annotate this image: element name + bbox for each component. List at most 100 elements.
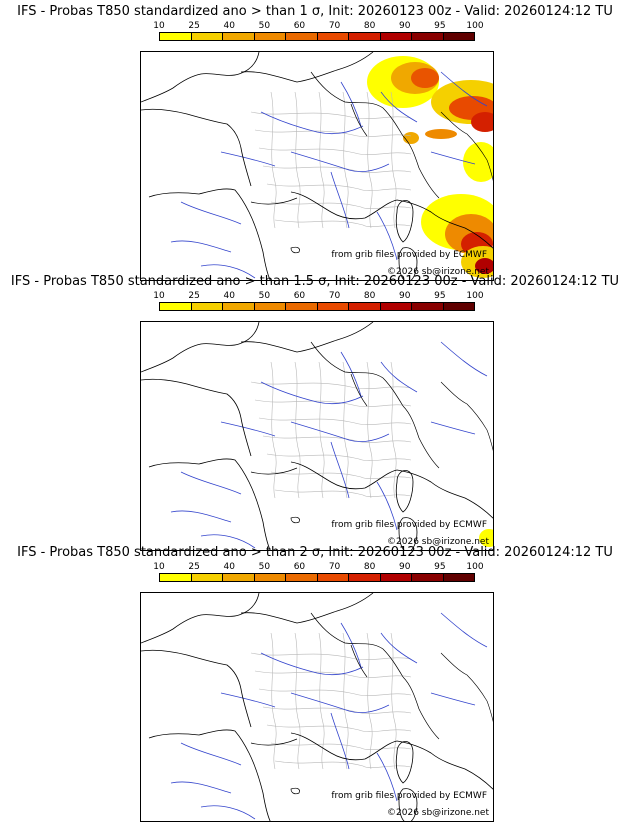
admin-boundary — [294, 632, 301, 770]
river — [380, 91, 418, 123]
admin-boundary — [390, 361, 397, 499]
coastline — [240, 52, 374, 83]
country-border — [250, 467, 298, 475]
river — [220, 692, 276, 708]
map-svg — [141, 52, 493, 280]
colorbar — [159, 302, 475, 311]
colorbar-tick-label: 80 — [363, 21, 376, 31]
colorbar-segment — [160, 574, 192, 581]
colorbar-segment — [223, 303, 255, 310]
colorbar-segment — [286, 33, 318, 40]
coastline — [290, 191, 493, 249]
river — [200, 534, 256, 549]
colorbar-tick-label: 25 — [188, 21, 200, 31]
admin-boundary — [254, 129, 412, 138]
admin-boundary — [262, 435, 412, 444]
colorbar-tick-label: 90 — [399, 562, 411, 572]
colorbar-segment — [317, 303, 349, 310]
colorbar-tick-label: 70 — [328, 562, 341, 572]
country-border — [440, 381, 493, 451]
country-border — [402, 676, 440, 740]
map-area: from grib files provided by ECMWF ©2026 … — [140, 592, 494, 822]
colorbar-tick-label: 95 — [434, 21, 446, 31]
admin-boundary — [294, 361, 301, 499]
admin-boundary — [366, 91, 373, 229]
island-sardinia — [398, 788, 418, 821]
river — [330, 171, 350, 229]
river — [260, 111, 364, 134]
colorbar-segment — [443, 33, 474, 40]
river — [180, 742, 242, 766]
country-border — [310, 612, 404, 678]
admin-boundary — [270, 201, 412, 210]
country-border — [402, 405, 440, 469]
river — [290, 151, 390, 172]
admin-boundary — [366, 632, 373, 770]
colorbar-segment — [317, 574, 349, 581]
colorbar-tick-label: 100 — [466, 291, 484, 301]
island-corsica — [395, 741, 414, 784]
admin-boundary — [274, 489, 412, 498]
colorbar-segment — [223, 33, 255, 40]
river — [330, 712, 350, 770]
admin-boundary — [250, 652, 412, 661]
admin-boundary — [294, 91, 301, 229]
river — [170, 510, 232, 523]
colorbar-segment — [349, 303, 381, 310]
colorbar-tick-label: 40 — [223, 21, 235, 31]
colorbar-tick-label: 80 — [363, 291, 376, 301]
colorbar-segment — [254, 303, 286, 310]
colorbar-tick-label: 10 — [153, 562, 165, 572]
river — [430, 151, 476, 165]
admin-boundary — [274, 219, 412, 228]
country-border — [250, 197, 298, 205]
country-border — [440, 111, 493, 181]
colorbar-tick-label: 10 — [153, 291, 165, 301]
island-corsica — [395, 200, 414, 243]
colorbar-tick-label: 50 — [258, 562, 271, 572]
admin-boundary — [270, 632, 277, 770]
map-area: from grib files provided by ECMWF ©2026 … — [140, 321, 494, 551]
admin-boundary — [258, 688, 412, 697]
island-sardinia — [398, 247, 418, 280]
colorbar-segment — [286, 303, 318, 310]
colorbar-segment — [380, 33, 412, 40]
source-credit: from grib files provided by ECMWF — [331, 250, 487, 260]
source-credit: from grib files provided by ECMWF — [331, 520, 487, 530]
river — [440, 341, 488, 377]
river — [180, 201, 242, 225]
coastline — [141, 593, 271, 821]
colorbar-segment — [317, 33, 349, 40]
admin-boundary — [250, 381, 412, 390]
colorbar-segment — [223, 574, 255, 581]
colorbar-tick-label: 60 — [293, 562, 306, 572]
admin-boundary — [270, 742, 412, 751]
map-panel-3: IFS - Probas T850 standardized ano > tha… — [0, 545, 630, 822]
admin-boundary — [262, 706, 412, 715]
river — [440, 612, 488, 648]
colorbar-segment — [349, 33, 381, 40]
river — [440, 71, 488, 107]
colorbar-labels: 10 25 40 50 60 70 80 90 95 100 — [140, 21, 520, 32]
map-panel-2: IFS - Probas T850 standardized ano > tha… — [0, 274, 630, 551]
colorbar-tick-label: 95 — [434, 562, 446, 572]
river — [260, 652, 364, 675]
colorbar-segment — [412, 33, 444, 40]
colorbar-segment — [380, 303, 412, 310]
colorbar — [159, 32, 475, 41]
colorbar-segment — [286, 574, 318, 581]
copyright-credit: ©2026 sb@irizone.net — [387, 537, 489, 547]
river — [376, 211, 398, 261]
island-sardinia — [398, 517, 418, 550]
colorbar-tick-label: 70 — [328, 21, 341, 31]
admin-boundary — [266, 183, 412, 192]
colorbar-segment — [254, 574, 286, 581]
country-border — [350, 373, 368, 407]
source-credit: from grib files provided by ECMWF — [331, 791, 487, 801]
admin-boundary — [254, 670, 412, 679]
country-border — [440, 652, 493, 722]
river — [180, 471, 242, 495]
colorbar-tick-label: 40 — [223, 291, 235, 301]
admin-boundary — [390, 91, 397, 229]
colorbar-tick-label: 40 — [223, 562, 235, 572]
